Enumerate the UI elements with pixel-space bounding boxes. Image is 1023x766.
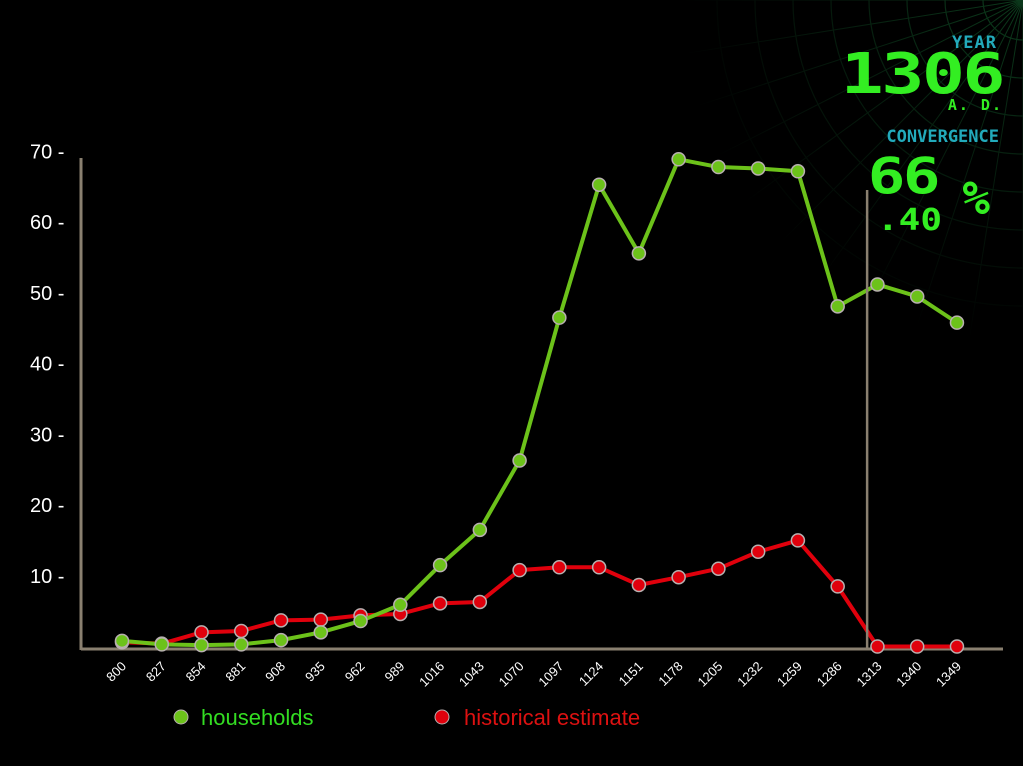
convergence-label: CONVERGENCE (886, 127, 999, 147)
y-axis-ticks: 10 - 20 - 30 - 40 - 50 - 60 - 70 - (30, 142, 64, 588)
data-point (194, 625, 209, 640)
data-point (671, 569, 686, 585)
data-point (234, 623, 249, 639)
y-tick-label: 70 - (30, 142, 64, 164)
x-tick-label: 1016 (416, 659, 447, 690)
data-point (949, 315, 965, 330)
x-axis-ticks: 800 827 854 881 908 935 962 989 1016 1043 1070 1097… (103, 659, 964, 690)
legend: households historical estimate (173, 705, 640, 730)
series-line (120, 157, 959, 648)
data-point (273, 613, 289, 628)
data-point (552, 560, 567, 575)
x-tick-label: 1178 (655, 659, 685, 689)
series-households (114, 152, 965, 653)
data-point (472, 522, 488, 538)
data-point (552, 310, 567, 325)
x-tick-label: 1097 (535, 659, 566, 690)
x-tick-label: 1070 (496, 659, 527, 690)
data-point (870, 277, 885, 292)
x-tick-label: 1259 (774, 659, 805, 690)
x-tick-label: 1286 (814, 659, 845, 690)
chart-axes (79, 158, 1003, 651)
x-tick-label: 1232 (734, 659, 765, 690)
x-tick-label: 1340 (893, 659, 924, 690)
data-point (870, 639, 885, 654)
series-line (120, 538, 959, 649)
y-tick-label: 30 - (30, 424, 64, 446)
x-tick-label: 800 (103, 659, 129, 685)
x-tick-label: 881 (222, 659, 248, 685)
x-tick-label: 854 (183, 659, 209, 685)
y-tick-label: 40 - (30, 354, 64, 376)
data-point (949, 639, 965, 654)
data-point (353, 613, 368, 629)
hud-panel: YEAR 1306 A. D. CONVERGENCE 66 .40 % (841, 33, 1006, 237)
x-tick-label: 1205 (694, 659, 725, 690)
data-point (830, 299, 845, 314)
convergence-decimal: .40 (877, 202, 942, 237)
data-point (393, 597, 408, 613)
legend-households-label: households (201, 705, 314, 730)
x-tick-label: 1349 (933, 659, 964, 690)
percent-sign: % (962, 171, 990, 225)
data-point (313, 625, 329, 640)
y-tick-label: 60 - (30, 212, 64, 234)
data-point (114, 633, 130, 649)
x-tick-label: 1151 (616, 659, 646, 689)
x-tick-label: 989 (381, 659, 407, 685)
data-point (631, 246, 647, 261)
data-point (154, 637, 170, 652)
data-point (432, 557, 448, 573)
data-point (472, 594, 488, 610)
data-point (234, 637, 249, 652)
y-tick-label: 50 - (30, 283, 64, 305)
data-point (711, 561, 726, 576)
legend-households-marker (173, 709, 189, 725)
data-point (591, 560, 607, 575)
x-tick-label: 1124 (576, 659, 606, 689)
data-point (273, 632, 289, 648)
data-point (750, 544, 766, 559)
data-point (512, 562, 527, 578)
data-point (711, 159, 726, 175)
data-point (631, 577, 647, 593)
x-tick-label: 935 (302, 659, 328, 685)
y-tick-label: 20 - (30, 495, 64, 517)
year-label: YEAR (952, 33, 997, 53)
data-point (909, 639, 925, 654)
legend-historical-label: historical estimate (464, 705, 640, 730)
data-point (432, 596, 448, 611)
radar-fade (680, 0, 1023, 343)
data-point (512, 453, 527, 468)
data-point (790, 164, 806, 179)
chart-series (114, 152, 965, 654)
y-tick-label: 10 - (30, 566, 64, 588)
x-tick-label: 962 (342, 659, 368, 685)
radar-grid-decoration (680, 0, 1023, 343)
year-value: 1306 (841, 42, 1003, 107)
data-point (591, 177, 607, 192)
x-tick-label: 1313 (854, 659, 885, 690)
x-tick-label: 827 (143, 659, 169, 685)
x-tick-label: 1043 (456, 659, 487, 690)
data-point (194, 637, 209, 653)
legend-historical-marker (434, 709, 450, 725)
x-tick-label: 908 (262, 659, 288, 685)
data-point (671, 152, 686, 167)
data-point (830, 579, 845, 594)
series-historical-estimate (114, 533, 965, 654)
convergence-value: 66 (868, 147, 938, 205)
data-point (750, 161, 766, 176)
era-label: A. D. (948, 96, 1003, 114)
data-point (909, 289, 925, 304)
data-point (313, 612, 329, 627)
data-point (790, 533, 806, 548)
